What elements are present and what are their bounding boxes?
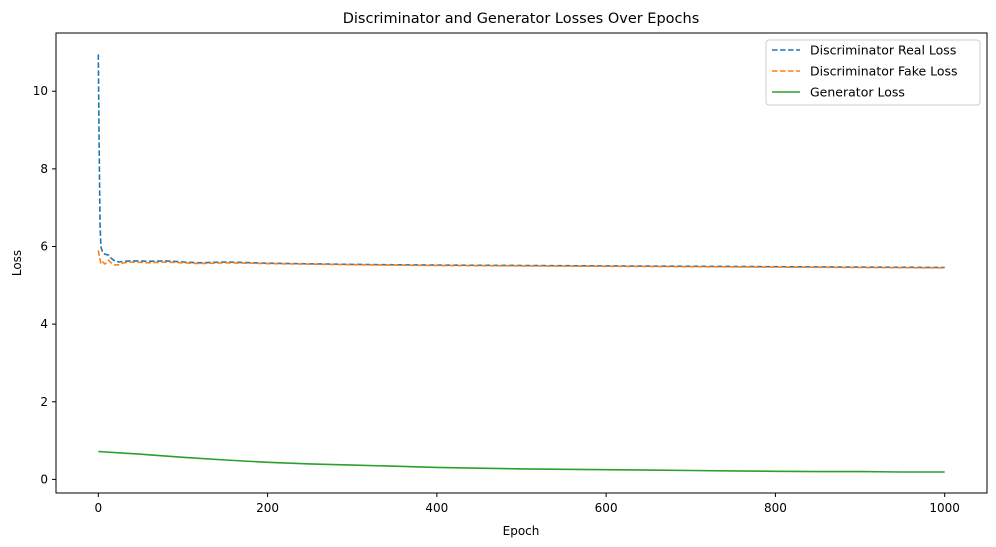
x-axis-ticks: 0 200 400 600 800 1000 bbox=[94, 493, 960, 515]
y-tick-label: 2 bbox=[40, 395, 48, 409]
series-line-1 bbox=[97, 54, 945, 269]
legend: Discriminator Real Loss Discriminator Fak… bbox=[765, 39, 981, 106]
chart-title: Discriminator and Generator Losses Over … bbox=[343, 11, 700, 27]
y-tick-label: 6 bbox=[40, 240, 48, 254]
plot-frame bbox=[55, 32, 988, 494]
x-axis-label: Epoch bbox=[503, 524, 540, 538]
legend-label-3: Generator Loss bbox=[810, 85, 905, 100]
x-tick-label: 200 bbox=[256, 501, 279, 515]
x-tick-label: 400 bbox=[425, 501, 448, 515]
legend-label-1: Discriminator Real Loss bbox=[810, 43, 956, 58]
x-tick-label: 800 bbox=[764, 501, 787, 515]
x-tick-label: 600 bbox=[595, 501, 618, 515]
x-tick-label: 0 bbox=[94, 501, 102, 515]
y-axis-label: Loss bbox=[10, 250, 24, 276]
series-line-2 bbox=[97, 250, 945, 269]
legend-label-2: Discriminator Fake Loss bbox=[810, 64, 958, 79]
y-tick-label: 4 bbox=[40, 317, 48, 331]
series-line-3 bbox=[98, 450, 945, 473]
y-axis-ticks: 0 2 4 6 8 10 bbox=[33, 84, 56, 486]
plot-area bbox=[97, 54, 945, 473]
legend-box bbox=[765, 39, 981, 106]
x-tick-label: 1000 bbox=[929, 501, 960, 515]
y-tick-label: 8 bbox=[40, 162, 48, 176]
y-tick-label: 0 bbox=[40, 472, 48, 486]
y-tick-label: 10 bbox=[33, 84, 48, 98]
